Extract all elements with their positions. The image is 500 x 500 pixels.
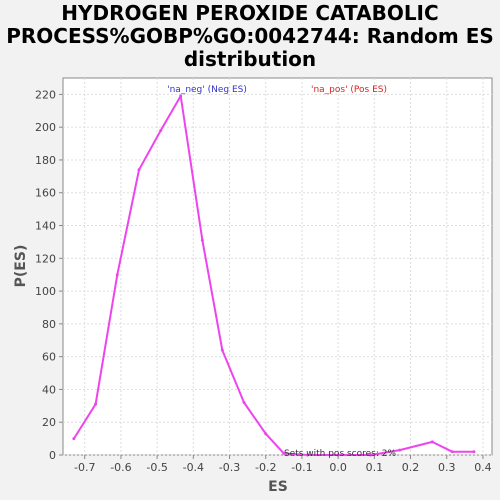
data-point xyxy=(137,168,141,172)
x-axis-label: ES xyxy=(268,479,288,495)
y-tick-label: 0 xyxy=(49,449,56,462)
y-tick-label: 40 xyxy=(42,383,56,396)
data-point xyxy=(264,432,268,436)
chart-title-line-1: HYDROGEN PEROXIDE CATABOLIC xyxy=(61,1,439,25)
y-axis: 0 20 40 60 80 100 120 140 160 180 200 220 xyxy=(35,88,63,462)
legend-neg-label: 'na_neg' (Neg ES) xyxy=(167,85,247,95)
y-tick-label: 80 xyxy=(42,318,56,331)
data-point xyxy=(336,453,340,457)
y-tick-label: 180 xyxy=(35,154,56,167)
y-tick-label: 60 xyxy=(42,351,56,364)
data-point xyxy=(179,94,183,98)
data-point xyxy=(305,453,309,457)
y-tick-label: 220 xyxy=(35,88,56,101)
x-tick-label: -0.3 xyxy=(219,461,240,474)
grid xyxy=(63,78,492,456)
chart-title-line-2: PROCESS%GOBP%GO:0042744: Random ES xyxy=(6,24,494,48)
x-tick-label: -0.4 xyxy=(183,461,204,474)
plot-area xyxy=(62,77,493,456)
x-tick-label: 0.1 xyxy=(366,461,384,474)
x-tick-label: 0.3 xyxy=(438,461,456,474)
data-point xyxy=(369,453,373,457)
pos-score-annotation: Sets with pos scores: 2% xyxy=(284,449,397,459)
data-point xyxy=(115,273,119,277)
y-tick-label: 100 xyxy=(35,285,56,298)
data-point xyxy=(200,238,204,242)
x-tick-label: -0.6 xyxy=(110,461,131,474)
data-point xyxy=(282,451,286,455)
data-point xyxy=(242,401,246,405)
x-tick-label: -0.5 xyxy=(146,461,167,474)
x-axis: -0.7 -0.6 -0.5 -0.4 -0.3 -0.2 -0.1 0.0 0.1 0.2 0.3… xyxy=(74,455,492,474)
x-tick-label: -0.7 xyxy=(74,461,95,474)
series-group xyxy=(72,94,476,457)
x-tick-label: -0.1 xyxy=(291,461,312,474)
y-axis-label: P(ES) xyxy=(13,245,29,288)
chart-title-line-3: distribution xyxy=(183,47,317,71)
data-point xyxy=(94,402,98,406)
y-tick-label: 20 xyxy=(42,416,56,429)
data-point xyxy=(430,440,434,444)
y-tick-label: 120 xyxy=(35,252,56,265)
x-tick-label: 0.4 xyxy=(474,461,492,474)
data-point xyxy=(398,448,402,452)
legend-pos-label: 'na_pos' (Pos ES) xyxy=(311,85,387,95)
data-point xyxy=(472,450,476,454)
x-tick-label: 0.0 xyxy=(329,461,347,474)
chart-title: HYDROGEN PEROXIDE CATABOLIC PROCESS%GOBP… xyxy=(0,2,500,71)
y-tick-label: 160 xyxy=(35,187,56,200)
data-point xyxy=(220,348,224,352)
x-tick-label: -0.2 xyxy=(255,461,276,474)
data-point xyxy=(450,450,454,454)
data-point xyxy=(72,437,76,441)
data-point xyxy=(159,128,163,132)
y-tick-label: 200 xyxy=(35,121,56,134)
x-tick-label: 0.2 xyxy=(402,461,420,474)
y-tick-label: 140 xyxy=(35,220,56,233)
series-line xyxy=(73,95,474,456)
